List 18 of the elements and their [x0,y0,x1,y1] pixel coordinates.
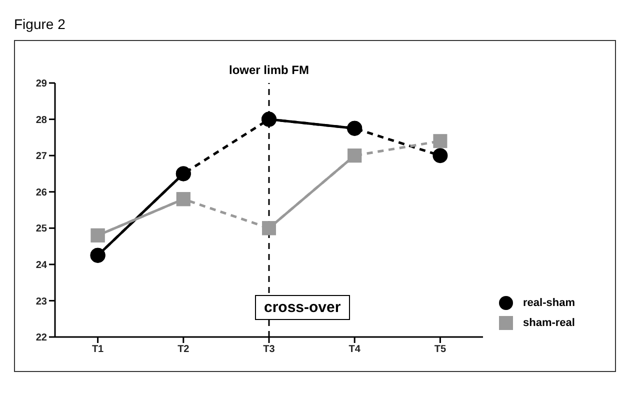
y-tick-label: 27 [36,151,48,162]
y-tick-label: 26 [36,187,48,198]
ref-line-label: lower limb FM [228,63,310,77]
chart-title: Figure 2 [14,16,66,32]
x-tick-label: T1 [92,344,104,356]
x-tick-label: T2 [178,344,190,356]
x-tick-label: T3 [263,344,276,356]
y-tick-label: 25 [36,224,48,235]
annotation: cross-over [255,295,350,320]
y-tick-label: 28 [36,114,48,126]
y-tick-label: 29 [36,78,48,90]
y-tick-label: 23 [36,296,48,308]
y-tick-label: 24 [36,260,48,271]
x-tick-label: T5 [434,344,446,356]
legend-label: real-sham [523,297,575,309]
y-tick-label: 22 [36,332,48,344]
legend-label: sham-real [523,317,575,329]
x-tick-label: T4 [348,344,361,356]
